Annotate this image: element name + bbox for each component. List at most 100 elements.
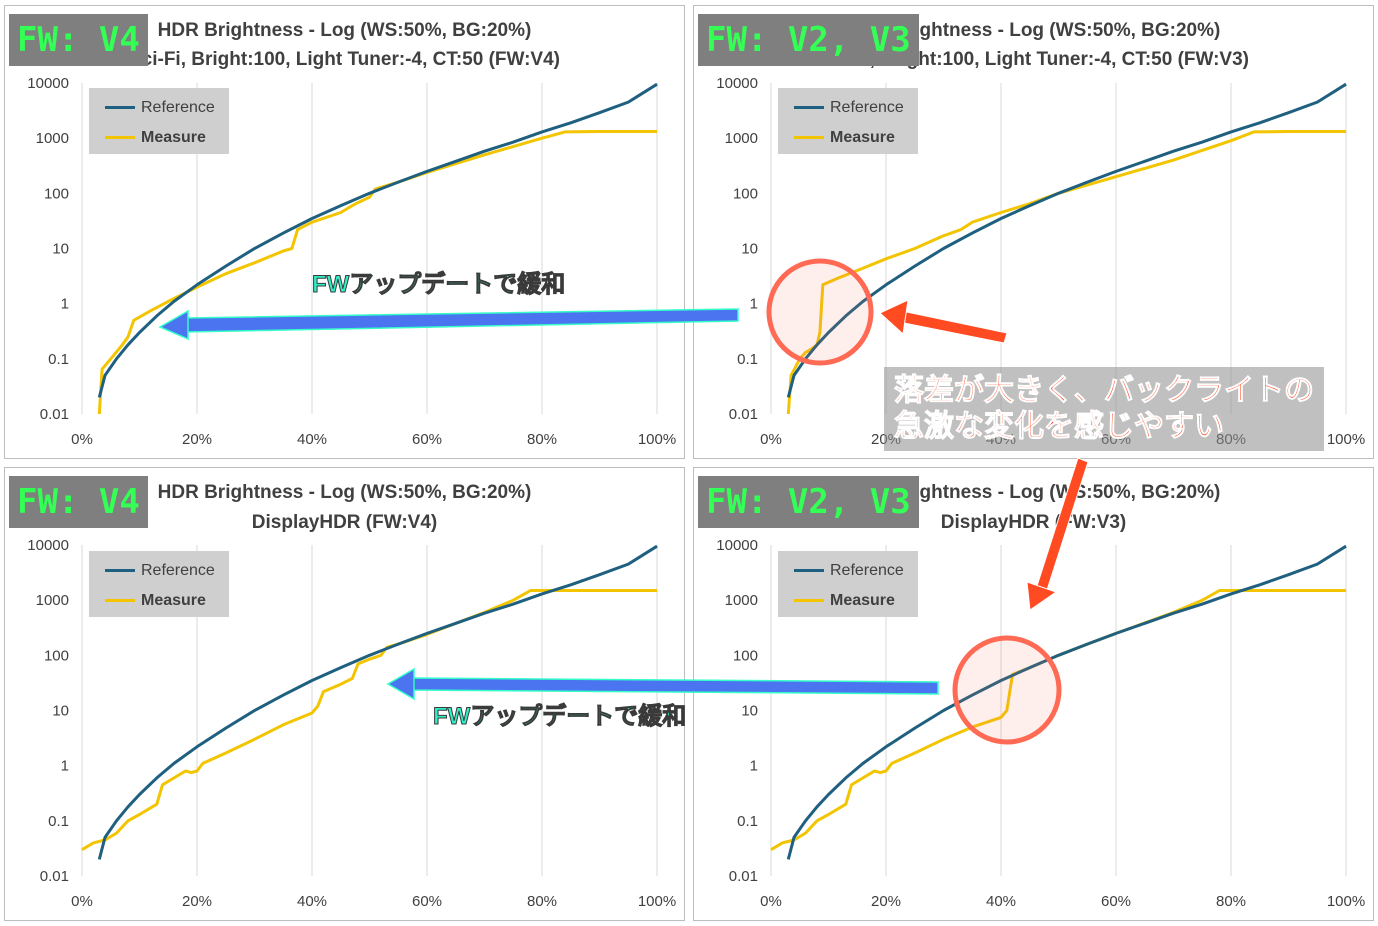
y-tick-label: 10000 (716, 75, 758, 92)
blue-arrow-top (158, 308, 739, 341)
highlight-circle-bottom (952, 635, 1062, 745)
y-tick-label: 100 (733, 185, 758, 202)
legend-label-measure: Measure (830, 129, 895, 146)
x-tick-label: 0% (71, 431, 93, 448)
x-tick-label: 80% (527, 893, 557, 910)
chart-title-line1: HDR Brightness - Log (WS:50%, BG:20%) (157, 482, 532, 503)
legend-label-reference: Reference (830, 99, 904, 116)
y-tick-label: 0.1 (48, 813, 69, 830)
chart-legend: Reference Measure (778, 88, 918, 154)
x-tick-label: 60% (1101, 893, 1131, 910)
y-tick-label: 0.1 (737, 813, 758, 830)
x-tick-label: 60% (412, 893, 442, 910)
annotation-callout: 落差が大きく、バックライトの 急激な変化を感じやすい (884, 367, 1324, 451)
legend-label-measure: Measure (141, 592, 206, 609)
series-line-reference (97, 82, 658, 398)
chart-title-line2: DisplayHDR (FW:V4) (251, 512, 438, 533)
annotation-fw-update-top: FWアップデートで緩和 (311, 271, 566, 299)
callout-line2: 急激な変化を感じやすい (894, 410, 1225, 444)
y-tick-label: 0.1 (737, 351, 758, 368)
firmware-badge: FW: V2, V3 (698, 14, 919, 66)
firmware-badge: FW: V4 (9, 476, 148, 528)
y-tick-label: 10000 (716, 537, 758, 554)
chart-title-line1: HDR Brightness - Log (WS:50%, BG:20%) (846, 482, 1221, 503)
y-tick-label: 10 (741, 703, 758, 720)
chart-legend: Reference Measure (778, 551, 918, 617)
legend-swatch-measure (794, 599, 824, 602)
red-arrow-bottom (1026, 457, 1089, 611)
x-tick-label: 100% (1327, 431, 1365, 448)
firmware-badge: FW: V4 (9, 14, 148, 66)
y-tick-label: 1 (61, 296, 69, 313)
legend-swatch-reference (105, 106, 135, 109)
y-tick-label: 1000 (36, 592, 69, 609)
y-tick-label: 10000 (27, 537, 69, 554)
firmware-badge: FW: V2, V3 (698, 476, 919, 528)
y-tick-label: 0.01 (729, 868, 758, 885)
legend-label-reference: Reference (141, 562, 215, 579)
y-tick-label: 0.01 (729, 406, 758, 423)
x-tick-label: 80% (527, 431, 557, 448)
x-tick-label: 0% (71, 893, 93, 910)
x-tick-label: 40% (297, 431, 327, 448)
x-tick-label: 100% (638, 431, 676, 448)
y-tick-label: 1000 (725, 592, 758, 609)
highlight-circle-top (766, 258, 874, 366)
x-tick-label: 0% (760, 431, 782, 448)
legend-label-reference: Reference (141, 99, 215, 116)
legend-swatch-reference (105, 569, 135, 572)
series-line-measure (97, 130, 657, 415)
y-tick-label: 10 (741, 241, 758, 258)
legend-swatch-reference (794, 106, 824, 109)
chart-title-line2: Sci-Fi, Bright:100, Light Tuner:-4, CT:5… (817, 49, 1250, 70)
chart-title-line2: Sci-Fi, Bright:100, Light Tuner:-4, CT:5… (128, 49, 561, 70)
y-tick-label: 100 (733, 647, 758, 664)
y-tick-label: 1 (750, 758, 758, 775)
x-tick-label: 0% (760, 893, 782, 910)
y-tick-label: 10 (52, 241, 69, 258)
x-tick-label: 20% (871, 893, 901, 910)
y-tick-label: 0.1 (48, 351, 69, 368)
y-tick-label: 1 (750, 296, 758, 313)
x-tick-label: 40% (986, 893, 1016, 910)
x-tick-label: 40% (297, 893, 327, 910)
y-tick-label: 1 (61, 758, 69, 775)
legend-swatch-measure (105, 136, 135, 139)
legend-swatch-reference (794, 569, 824, 572)
series-line-reference (786, 544, 1347, 860)
x-tick-label: 100% (638, 893, 676, 910)
y-tick-label: 0.01 (40, 868, 69, 885)
y-tick-label: 1000 (36, 130, 69, 147)
legend-label-reference: Reference (830, 562, 904, 579)
series-line-measure (770, 589, 1346, 851)
y-tick-label: 10000 (27, 75, 69, 92)
y-tick-label: 1000 (725, 130, 758, 147)
chart-panel-bottom-right: HDR Brightness - Log (WS:50%, BG:20%) Di… (693, 467, 1374, 921)
legend-swatch-measure (105, 599, 135, 602)
x-tick-label: 80% (1216, 893, 1246, 910)
y-tick-label: 100 (44, 647, 69, 664)
callout-line1: 落差が大きく、バックライトの (894, 374, 1315, 408)
x-tick-label: 20% (182, 893, 212, 910)
x-tick-label: 100% (1327, 893, 1365, 910)
chart-legend: Reference Measure (89, 88, 229, 154)
chart-title-line1: HDR Brightness - Log (WS:50%, BG:20%) (846, 20, 1221, 41)
x-tick-label: 60% (412, 431, 442, 448)
legend-label-measure: Measure (830, 592, 895, 609)
chart-title-line2: DisplayHDR (FW:V3) (940, 512, 1127, 533)
series-line-reference (97, 544, 658, 860)
y-tick-label: 100 (44, 185, 69, 202)
blue-arrow-bottom (386, 667, 939, 701)
x-tick-label: 20% (182, 431, 212, 448)
chart-plot: 0% 20% 40% 60% 80% 100% 0.01 0.1 1 10 100 1000 10000 (716, 537, 1365, 910)
annotation-fw-update-bottom: FWアップデートで緩和 (432, 703, 687, 731)
chart-title-line1: HDR Brightness - Log (WS:50%, BG:20%) (157, 20, 532, 41)
chart-panel-bottom-left: HDR Brightness - Log (WS:50%, BG:20%) Di… (4, 467, 685, 921)
chart-panel-top-left: HDR Brightness - Log (WS:50%, BG:20%) Sc… (4, 5, 685, 459)
red-arrow-top (879, 299, 1008, 344)
series-line-reference (786, 82, 1347, 398)
legend-swatch-measure (794, 136, 824, 139)
